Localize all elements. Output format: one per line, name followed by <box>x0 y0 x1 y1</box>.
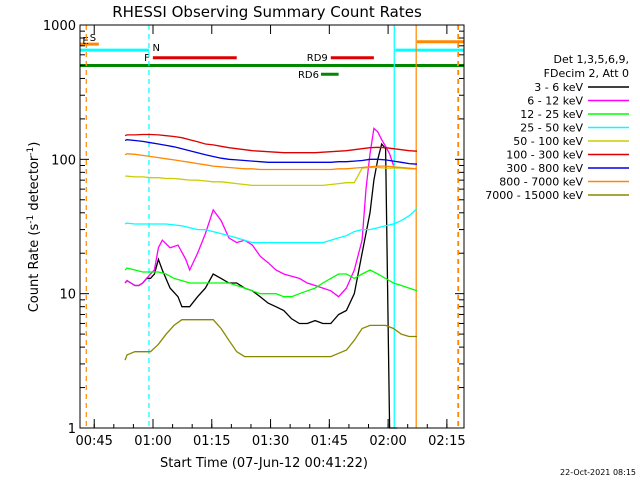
legend-label: 50 - 100 keV <box>513 135 583 148</box>
flag-label: RD9 <box>307 53 328 64</box>
series-line <box>125 166 417 187</box>
legend-label: 100 - 300 keV <box>506 149 583 162</box>
observing-flags: F RD6 RD9 SE N <box>80 33 464 81</box>
x-tick-label: 02:00 <box>369 434 406 449</box>
series-line <box>124 267 418 298</box>
x-tick-label: 01:30 <box>252 434 289 449</box>
flag-label: F <box>144 53 150 64</box>
x-tick-label: 01:00 <box>134 434 171 449</box>
legend-label: 7000 - 15000 keV <box>485 189 583 202</box>
y-axis-label: Count Rate (s-1 detector-1) <box>26 142 42 313</box>
plot-frame <box>79 24 465 429</box>
series-line <box>124 319 417 361</box>
legend-header-line-2: FDecim 2, Att 0 <box>544 67 629 80</box>
series-line <box>124 208 418 244</box>
x-tick-label: 00:45 <box>75 434 112 449</box>
legend-label: 800 - 7000 keV <box>499 176 583 189</box>
y-tick-label: 1000 <box>43 19 76 34</box>
x-axis-ticks: 00:45 01:00 01:15 01:30 01:45 02:00 02:15 <box>75 25 466 449</box>
y-axis-label-main: Count Rate (s <box>27 224 42 313</box>
y-axis-label-end: ) <box>27 142 42 147</box>
y-axis-label-mid: detector <box>27 155 42 215</box>
x-axis-label: Start Time (07-Jun-12 00:41:22) <box>160 456 368 471</box>
legend-label: 6 - 12 keV <box>527 95 583 108</box>
series-line <box>124 133 418 154</box>
legend-label: 25 - 50 keV <box>520 122 583 135</box>
chart-title: RHESSI Observing Summary Count Rates <box>112 3 422 21</box>
x-tick-label: 01:45 <box>311 434 348 449</box>
series-group <box>124 127 418 429</box>
legend-label: 12 - 25 keV <box>520 108 583 121</box>
x-tick-label: 02:15 <box>428 434 465 449</box>
series-line <box>124 127 395 298</box>
x-tick-label: 01:15 <box>193 434 230 449</box>
y-axis-label-sup-1: -1 <box>26 215 36 224</box>
state-change-lines <box>85 25 460 428</box>
legend-header-line-1: Det 1,3,5,6,9, <box>553 53 629 66</box>
y-axis-ticks: 1 10 100 1000 <box>43 19 464 437</box>
legend-label: 3 - 6 keV <box>534 81 583 94</box>
state-marker: E <box>82 36 88 47</box>
flag-label: RD6 <box>298 70 319 81</box>
series-line <box>124 153 418 171</box>
svg-text:Count Rate (s-1 detector-1): Count Rate (s-1 detector-1) <box>26 142 42 313</box>
y-tick-label: 1 <box>68 422 76 437</box>
state-marker: N <box>152 43 159 54</box>
date-stamp: 22-Oct-2021 08:15 <box>560 468 636 477</box>
series-line <box>124 139 418 165</box>
y-axis-label-sup-2: -1 <box>26 147 36 156</box>
y-tick-label: 10 <box>59 288 76 303</box>
legend: Det 1,3,5,6,9, FDecim 2, Att 0 3 - 6 keV… <box>485 53 629 202</box>
y-tick-label: 100 <box>51 153 76 168</box>
legend-label: 300 - 800 keV <box>506 162 583 175</box>
state-marker: S <box>90 33 96 44</box>
